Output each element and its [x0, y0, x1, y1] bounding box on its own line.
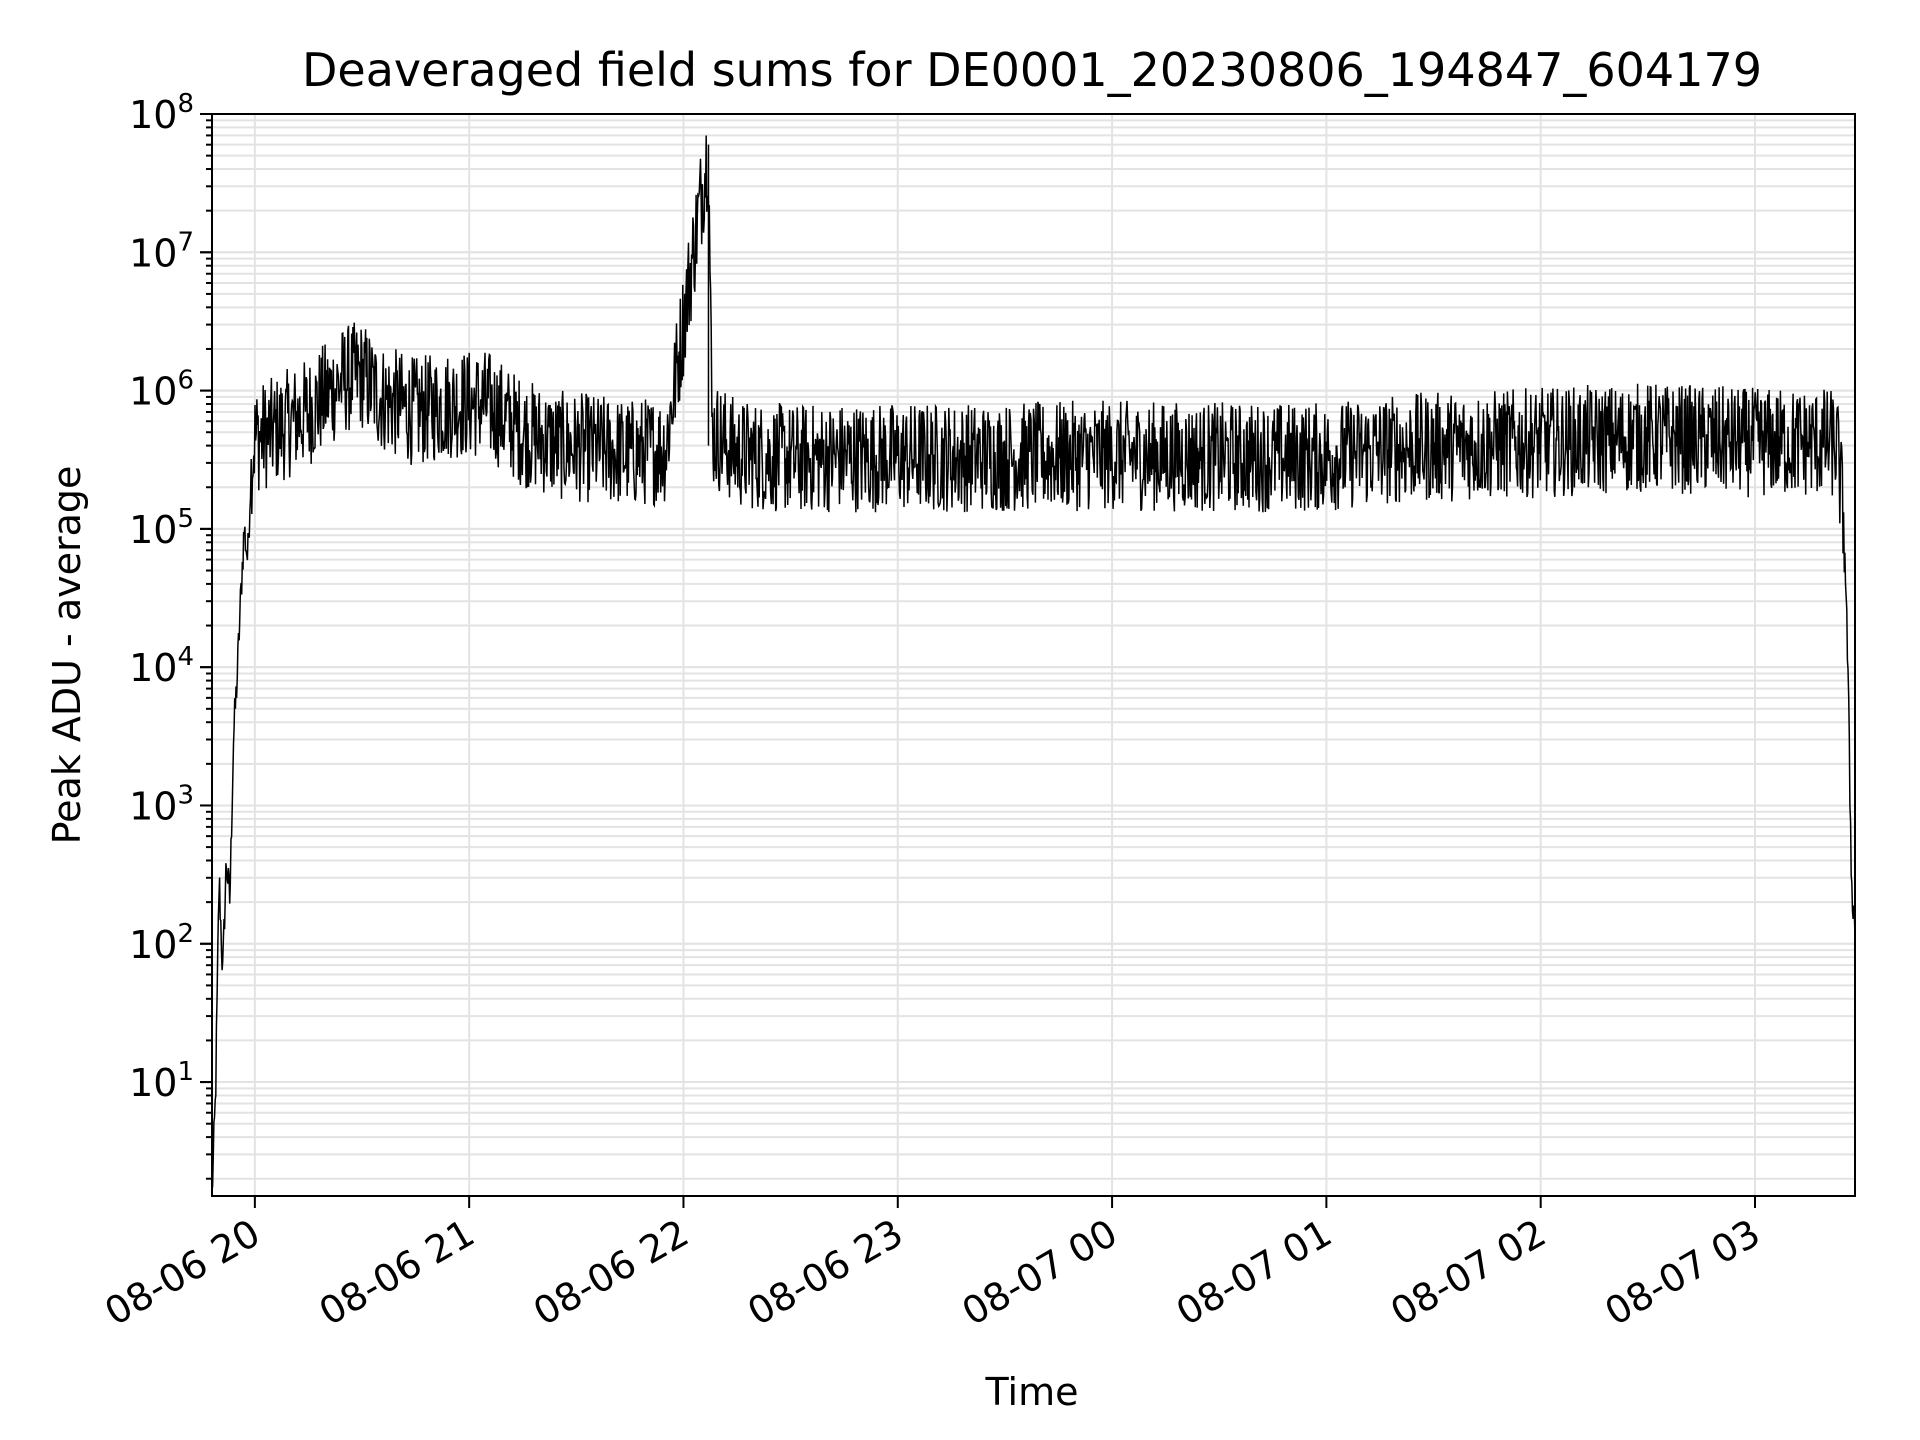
plot-frame	[211, 113, 1856, 1197]
y-tick-label: 105	[129, 504, 194, 552]
y-tick-label: 108	[129, 89, 194, 137]
x-tick-label: 08-07 03	[1598, 1211, 1768, 1335]
y-tick-label: 104	[129, 642, 194, 690]
y-tick-label: 101	[129, 1057, 194, 1105]
x-axis-ticks: 08-06 20 08-06 21 08-06 22 08-06 23 08-07 00…	[97, 1196, 1767, 1334]
series-line	[211, 135, 1856, 1190]
data-layer	[211, 135, 1856, 1190]
grid	[212, 113, 1855, 1196]
x-tick-label: 08-07 01	[1169, 1211, 1339, 1335]
x-tick-label: 08-07 02	[1383, 1211, 1553, 1335]
x-tick-label: 08-06 22	[526, 1211, 696, 1335]
y-tick-label: 106	[129, 366, 194, 414]
y-tick-label: 107	[129, 227, 194, 275]
x-axis-label: Time	[985, 1370, 1079, 1414]
x-tick-label: 08-06 21	[312, 1211, 482, 1335]
y-tick-label: 102	[129, 919, 194, 967]
y-axis-ticks: 101 102 103 104 105 106 107 108	[129, 89, 212, 1180]
x-tick-label: 08-06 20	[97, 1211, 267, 1335]
chart-title: Deaveraged field sums for DE0001_2023080…	[302, 43, 1762, 97]
y-axis-label: Peak ADU - average	[45, 466, 89, 845]
x-tick-label: 08-06 23	[740, 1211, 910, 1335]
y-tick-label: 103	[129, 780, 194, 828]
x-tick-label: 08-07 00	[955, 1211, 1125, 1335]
